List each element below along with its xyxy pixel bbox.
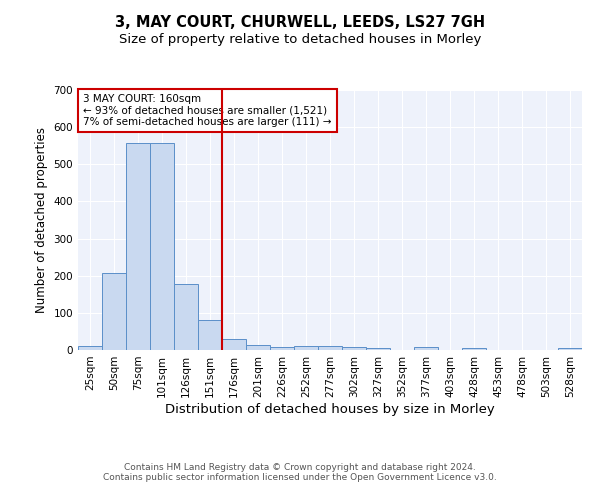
Bar xyxy=(558,348,582,350)
Bar xyxy=(222,339,246,350)
Bar xyxy=(318,346,342,350)
Bar xyxy=(342,347,366,350)
Bar xyxy=(366,348,390,350)
Text: 3, MAY COURT, CHURWELL, LEEDS, LS27 7GH: 3, MAY COURT, CHURWELL, LEEDS, LS27 7GH xyxy=(115,15,485,30)
Bar xyxy=(294,346,318,350)
Bar xyxy=(78,346,102,350)
Bar xyxy=(174,284,198,350)
Bar xyxy=(246,345,270,350)
Text: Size of property relative to detached houses in Morley: Size of property relative to detached ho… xyxy=(119,34,481,46)
X-axis label: Distribution of detached houses by size in Morley: Distribution of detached houses by size … xyxy=(165,402,495,415)
Bar xyxy=(102,273,126,350)
Bar xyxy=(462,348,486,350)
Y-axis label: Number of detached properties: Number of detached properties xyxy=(35,127,48,313)
Bar xyxy=(126,143,150,350)
Bar xyxy=(150,143,174,350)
Bar xyxy=(198,320,222,350)
Bar xyxy=(414,347,438,350)
Bar xyxy=(270,348,294,350)
Text: 3 MAY COURT: 160sqm
← 93% of detached houses are smaller (1,521)
7% of semi-deta: 3 MAY COURT: 160sqm ← 93% of detached ho… xyxy=(83,94,332,127)
Text: Contains HM Land Registry data © Crown copyright and database right 2024.
Contai: Contains HM Land Registry data © Crown c… xyxy=(103,463,497,482)
